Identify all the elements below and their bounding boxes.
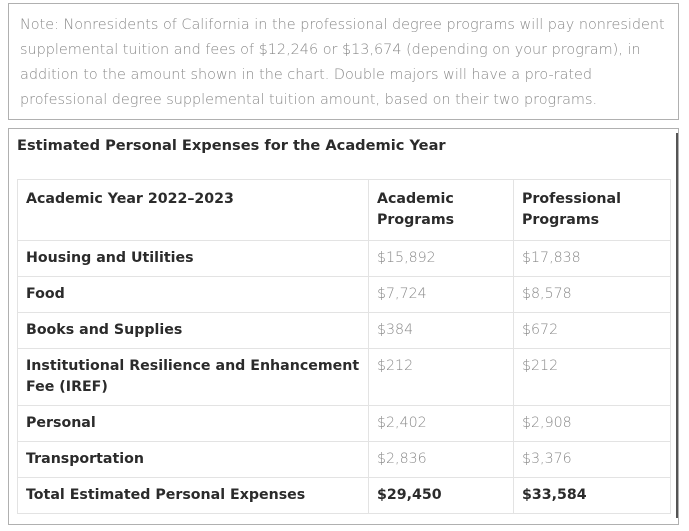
row-label: Personal xyxy=(17,405,369,442)
row-label: Food xyxy=(17,276,369,313)
table-row: Transportation $2,836 $3,376 xyxy=(17,441,671,478)
total-label: Total Estimated Personal Expenses xyxy=(17,477,369,514)
academic-amount: $384 xyxy=(368,312,514,349)
nonresident-note-box: Note: Nonresidents of California in the … xyxy=(8,3,679,120)
nonresident-note-text: Note: Nonresidents of California in the … xyxy=(20,17,665,108)
professional-amount: $8,578 xyxy=(513,276,671,313)
row-label: Books and Supplies xyxy=(17,312,369,349)
header-professional-programs: Professional Programs xyxy=(513,179,671,241)
table-row: Housing and Utilities $15,892 $17,838 xyxy=(17,240,671,277)
header-academic-programs: Academic Programs xyxy=(368,179,514,241)
total-row: Total Estimated Personal Expenses $29,45… xyxy=(17,477,671,514)
professional-amount: $672 xyxy=(513,312,671,349)
personal-expenses-panel: Estimated Personal Expenses for the Acad… xyxy=(8,128,679,525)
personal-expenses-table: Academic Year 2022–2023 Academic Program… xyxy=(17,179,671,514)
row-label: Institutional Resilience and Enhancement… xyxy=(17,348,369,406)
professional-total: $33,584 xyxy=(513,477,671,514)
table-row: Institutional Resilience and Enhancement… xyxy=(17,348,671,406)
professional-amount: $17,838 xyxy=(513,240,671,277)
academic-amount: $212 xyxy=(368,348,514,406)
academic-amount: $15,892 xyxy=(368,240,514,277)
table-row: Personal $2,402 $2,908 xyxy=(17,405,671,442)
expenses-table-caption: Estimated Personal Expenses for the Acad… xyxy=(17,137,446,154)
row-label: Transportation xyxy=(17,441,369,478)
professional-amount: $3,376 xyxy=(513,441,671,478)
header-academic-year: Academic Year 2022–2023 xyxy=(17,179,369,241)
professional-amount: $212 xyxy=(513,348,671,406)
academic-amount: $2,836 xyxy=(368,441,514,478)
table-row: Books and Supplies $384 $672 xyxy=(17,312,671,349)
table-header-row: Academic Year 2022–2023 Academic Program… xyxy=(17,179,671,241)
professional-amount: $2,908 xyxy=(513,405,671,442)
academic-amount: $7,724 xyxy=(368,276,514,313)
academic-total: $29,450 xyxy=(368,477,514,514)
row-label: Housing and Utilities xyxy=(17,240,369,277)
table-row: Food $7,724 $8,578 xyxy=(17,276,671,313)
academic-amount: $2,402 xyxy=(368,405,514,442)
